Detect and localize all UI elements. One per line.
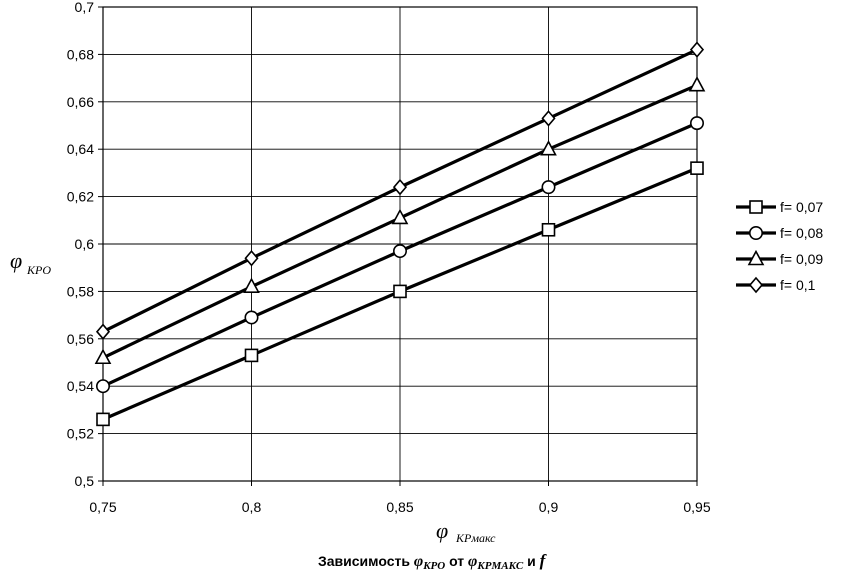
x-axis-label-symbol: φ: [436, 518, 448, 543]
caption-sub-kpmaks: KPMAKC: [476, 560, 524, 572]
data-point-triangle: [94, 348, 112, 365]
caption-and: и: [523, 553, 539, 569]
data-point-square: [244, 348, 259, 363]
x-axis-label: φ KPмакс: [436, 518, 496, 545]
legend-item: f= 0,09: [736, 249, 823, 267]
data-point-square: [541, 222, 556, 237]
y-tick-label: 0,7: [75, 0, 95, 15]
legend-marker-square: [749, 200, 763, 214]
data-point-square: [393, 284, 407, 299]
y-tick-label: 0,68: [67, 46, 94, 62]
data-point-diamond: [244, 249, 259, 267]
x-tick-label: 0,85: [386, 499, 413, 515]
x-axis-label-subscript: KPмакс: [455, 531, 496, 545]
y-tick-label: 0,58: [67, 283, 94, 299]
caption-phi-kpo: φ: [414, 553, 423, 570]
y-tick-label: 0,64: [67, 141, 94, 157]
series-1: [96, 161, 704, 427]
data-point-square: [690, 161, 704, 175]
legend-item: f= 0,07: [736, 199, 823, 215]
legend-box: [728, 194, 840, 296]
data-point-circle: [96, 379, 111, 394]
x-tick-label: 0,75: [89, 499, 116, 515]
data-point-circle: [392, 244, 407, 259]
legend-label: f= 0,07: [780, 199, 823, 215]
data-point-circle: [541, 180, 556, 195]
legend-label: f= 0,08: [780, 225, 823, 241]
caption-f: f: [540, 551, 548, 570]
data-point-triangle: [391, 208, 409, 225]
y-axis-label: φ KPO: [10, 248, 51, 277]
data-point-circle: [689, 116, 704, 131]
legend-item: f= 0,08: [736, 225, 823, 241]
data-point-triangle: [243, 277, 260, 293]
data-point-triangle: [688, 76, 706, 92]
x-tick-label: 0,95: [683, 499, 710, 515]
legend: f= 0,07 f= 0,08 f= 0,09 f= 0,1: [728, 194, 840, 296]
data-point-diamond: [541, 110, 556, 127]
data-point-diamond: [689, 41, 705, 58]
legend-marker-diamond: [748, 276, 764, 294]
data-point-diamond: [95, 323, 111, 340]
y-tick-label: 0,56: [67, 331, 94, 347]
y-axis-label-symbol: φ: [10, 248, 22, 273]
caption-prefix: Зависимость: [318, 553, 414, 569]
y-tick-label: 0,66: [67, 94, 94, 110]
series-4: [95, 41, 705, 340]
legend-marker-triangle: [747, 249, 765, 266]
data-point-diamond: [392, 178, 408, 196]
y-axis-label-subscript: KPO: [26, 263, 51, 277]
x-tick-label: 0,9: [539, 499, 559, 515]
chart-caption: Зависимость φKPO от φKPMAKC и f: [318, 551, 548, 572]
data-point-square: [96, 412, 110, 427]
data-point-circle: [244, 310, 259, 325]
data-point-triangle: [540, 140, 557, 156]
legend-item: f= 0,1: [736, 276, 816, 294]
series-group: [94, 41, 706, 427]
legend-marker-circle: [748, 226, 763, 241]
x-axis: 0,75 0,8 0,85 0,9 0,95: [89, 481, 711, 515]
y-tick-label: 0,54: [67, 378, 94, 394]
legend-label: f= 0,09: [780, 251, 823, 267]
series-2: [96, 116, 704, 394]
caption-phi-kpmaks: φ: [468, 553, 477, 570]
caption-middle: от: [445, 553, 468, 569]
y-tick-label: 0,6: [75, 236, 95, 252]
grid: [102, 6, 698, 482]
caption-sub-kpo: KPO: [422, 560, 445, 572]
x-tick-label: 0,8: [242, 499, 262, 515]
y-tick-label: 0,52: [67, 426, 94, 442]
y-tick-label: 0,62: [67, 189, 94, 205]
y-tick-label: 0,5: [75, 473, 95, 489]
legend-label: f= 0,1: [780, 277, 816, 293]
series-3: [94, 76, 706, 365]
